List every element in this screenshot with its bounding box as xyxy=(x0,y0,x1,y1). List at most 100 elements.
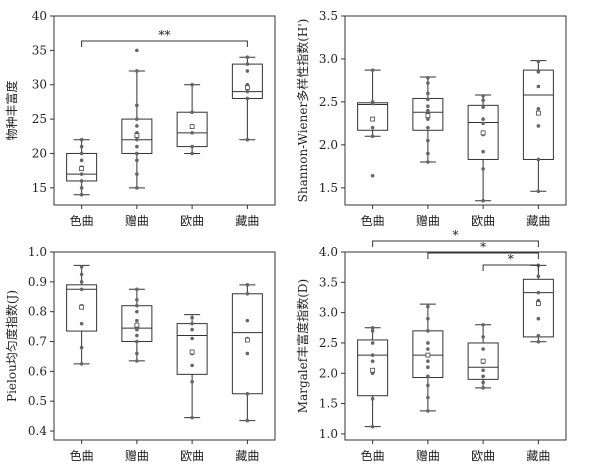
data-point xyxy=(135,103,139,108)
data-point xyxy=(426,409,430,413)
box-欧曲 xyxy=(176,314,208,420)
data-point xyxy=(79,345,84,350)
mean-marker xyxy=(79,304,85,310)
data-point xyxy=(481,167,485,171)
data-point xyxy=(245,55,250,60)
data-point xyxy=(135,117,139,121)
x-tick-label: 藏曲 xyxy=(526,214,550,228)
plot-frame xyxy=(344,15,567,206)
y-tick-label: 1.5 xyxy=(319,181,338,195)
bracket-line xyxy=(81,40,248,47)
data-point xyxy=(481,105,485,109)
data-point xyxy=(245,62,250,66)
data-point xyxy=(79,265,84,269)
y-axis-label: 物种丰富度 xyxy=(4,80,19,140)
box-藏曲 xyxy=(231,283,263,423)
significance-bracket: * xyxy=(427,240,539,259)
x-tick-label: 藏曲 xyxy=(526,449,550,463)
data-point xyxy=(135,124,139,128)
mean-marker xyxy=(244,337,250,343)
mean-marker xyxy=(370,367,376,373)
data-point xyxy=(426,125,430,130)
data-point xyxy=(190,131,194,135)
data-point xyxy=(135,339,139,344)
iqr-box xyxy=(357,339,389,397)
data-point xyxy=(426,383,430,388)
y-axis-label: Margalef丰富度指数(D) xyxy=(295,279,310,413)
data-point xyxy=(426,76,430,80)
data-point xyxy=(245,351,250,356)
data-point xyxy=(426,341,430,345)
data-point xyxy=(536,70,541,74)
data-point xyxy=(536,124,541,128)
data-point xyxy=(370,134,375,139)
mean-marker xyxy=(189,349,195,355)
data-point xyxy=(481,347,485,351)
x-tick-label: 赠曲 xyxy=(125,214,149,228)
data-point xyxy=(536,189,541,194)
data-point xyxy=(245,283,250,287)
data-point xyxy=(79,158,84,163)
data-point xyxy=(79,362,84,366)
mean-marker xyxy=(425,113,431,119)
data-point xyxy=(79,172,84,176)
mean-marker xyxy=(244,85,250,90)
y-tick-label: 15 xyxy=(32,181,47,195)
data-point xyxy=(370,341,375,345)
data-point xyxy=(245,291,250,296)
data-point xyxy=(426,97,430,102)
x-tick-label: 欧曲 xyxy=(471,449,495,463)
x-tick-label: 赠曲 xyxy=(416,449,440,463)
data-point xyxy=(190,110,194,115)
data-point xyxy=(135,327,139,332)
data-point xyxy=(481,368,485,373)
data-point xyxy=(245,89,250,94)
data-point xyxy=(370,329,375,333)
data-point xyxy=(79,179,84,183)
data-point xyxy=(370,326,375,330)
chart-panel-2: 1.5 2.0 2.5 3.0 3.5 Shannon-Wiener多样性指数(H') 色曲… xyxy=(295,9,567,228)
data-point xyxy=(481,149,485,154)
y-tick-label: 20 xyxy=(32,146,47,160)
x-tick-label: 欧曲 xyxy=(471,214,495,228)
box-赠曲 xyxy=(121,48,153,190)
y-tick-label: 3.0 xyxy=(319,306,338,320)
y-tick-label: 3.5 xyxy=(319,9,338,23)
data-point xyxy=(426,108,430,113)
data-point xyxy=(245,137,250,142)
data-point xyxy=(135,303,139,308)
data-point xyxy=(536,339,541,344)
y-tick-label: 2.0 xyxy=(319,138,338,152)
data-point xyxy=(536,316,541,321)
data-point xyxy=(79,192,84,197)
data-point xyxy=(481,386,485,390)
chart-panel-4: 1.0 1.5 2.0 2.5 3.0 3.5 4.0 Margalef丰富度指数(D) 色曲 赠… xyxy=(295,228,567,463)
data-point xyxy=(536,157,541,162)
data-point xyxy=(426,117,430,121)
y-tick-label: 0.7 xyxy=(28,335,47,349)
x-tick-label: 赠曲 xyxy=(125,449,149,463)
data-point xyxy=(190,321,194,326)
data-point xyxy=(536,333,541,338)
y-tick-label: 0.4 xyxy=(28,424,47,438)
significance-bracket: * xyxy=(372,228,539,247)
data-point xyxy=(135,359,139,363)
data-point xyxy=(135,144,139,149)
data-point xyxy=(135,287,139,292)
mean-marker xyxy=(480,130,486,136)
y-tick-label: 3.5 xyxy=(319,275,338,289)
data-point xyxy=(190,82,194,87)
iqr-box xyxy=(176,111,208,148)
y-tick-label: 3.0 xyxy=(319,52,338,66)
box-赠曲 xyxy=(412,76,444,164)
data-point xyxy=(135,297,139,302)
data-point xyxy=(426,316,430,321)
data-point xyxy=(190,151,194,156)
data-point xyxy=(481,374,485,379)
data-point xyxy=(79,137,84,142)
x-tick-label: 赠曲 xyxy=(416,214,440,228)
y-tick-label: 1.5 xyxy=(319,397,338,411)
data-point xyxy=(536,84,541,89)
data-point xyxy=(426,359,430,363)
